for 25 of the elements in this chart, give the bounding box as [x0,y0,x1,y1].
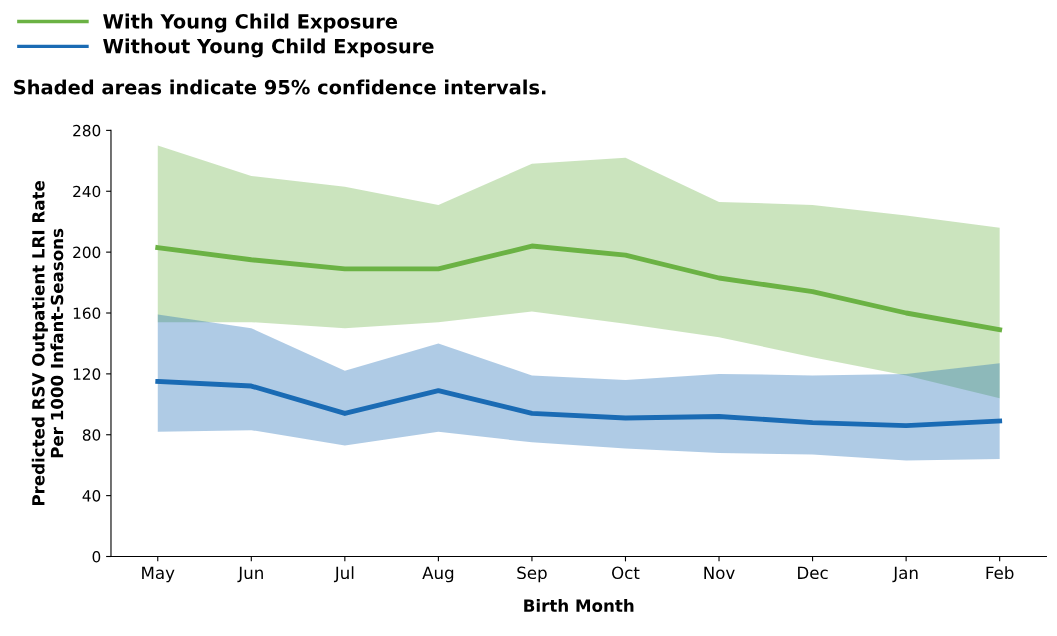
legend-label: With Young Child Exposure [103,13,398,33]
x-tick-label: Oct [612,566,640,580]
x-tick-label: Jun [237,566,263,583]
x-tick-label: Jan [892,566,918,583]
legend-label: Without Young Child Exposure [103,38,434,58]
x-tick-label: Nov [704,566,735,580]
x-tick-label: Jul [333,566,354,583]
y-tick-label: 120 [73,368,101,380]
y-tick-label: 200 [73,246,101,259]
x-tick-label: May [142,566,175,583]
y-tick-label: 280 [73,124,101,137]
x-tick-label: Aug [422,566,454,583]
y-tick-label: 0 [92,550,101,563]
y-axis-title: Predicted RSV Outpatient LRI Rate Per 1000 Infant-Seasons [31,181,64,506]
x-axis-title: Birth Month [524,599,634,612]
line-series [155,379,1003,429]
x-tick-label: Feb [986,566,1014,580]
x-tick-label: Dec [798,566,828,580]
y-tick-label: 160 [73,307,101,320]
x-tick-label: Sep [517,566,547,583]
y-tick-label: 240 [73,185,101,198]
y-tick-label: 80 [82,429,101,441]
text: Shaded areas indicate 95% confidence intervals. [14,79,546,95]
line-series [155,243,1003,333]
y-tick-label: 40 [82,490,101,502]
